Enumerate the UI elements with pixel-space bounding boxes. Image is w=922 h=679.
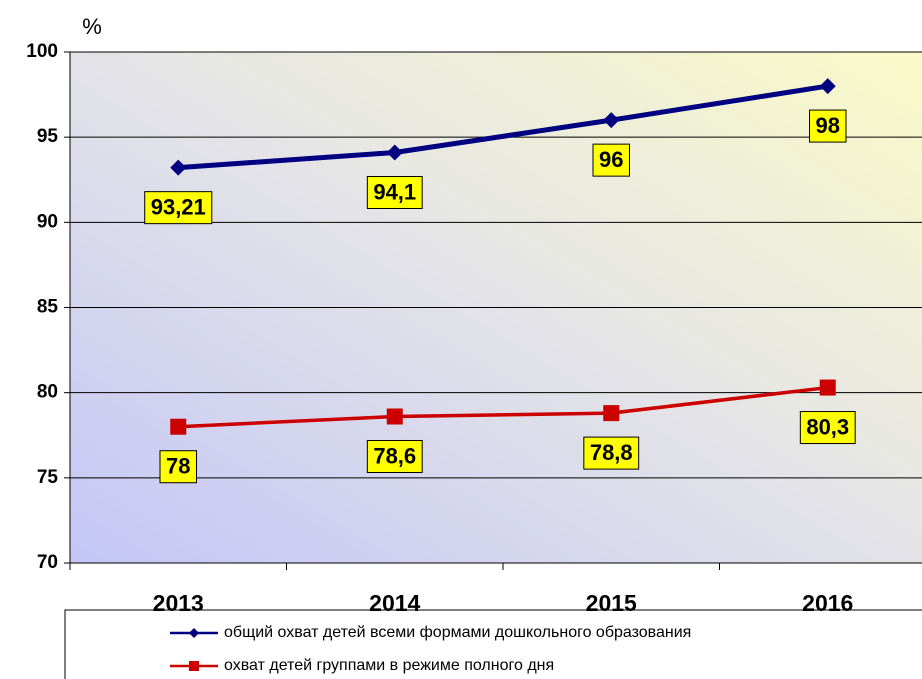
series-line bbox=[178, 83, 829, 171]
legend-marker bbox=[189, 628, 199, 638]
data-label-box bbox=[366, 440, 423, 474]
y-axis-label: % bbox=[82, 14, 102, 39]
legend-marker bbox=[189, 661, 199, 671]
marker bbox=[170, 159, 187, 176]
data-label: 94,1 bbox=[373, 179, 416, 204]
marker bbox=[386, 144, 403, 161]
series-line bbox=[178, 385, 828, 429]
y-tick-label: 80 bbox=[37, 382, 58, 403]
data-label: 96 bbox=[599, 147, 623, 172]
x-tick-label: 2014 bbox=[369, 590, 420, 616]
data-label-box bbox=[799, 411, 856, 445]
data-label: 78 bbox=[166, 454, 190, 479]
marker bbox=[386, 408, 403, 425]
data-label: 98 bbox=[816, 113, 840, 138]
y-tick-label: 70 bbox=[37, 552, 58, 573]
marker bbox=[819, 379, 836, 396]
y-tick-label: 90 bbox=[37, 211, 58, 232]
x-tick-label: 2016 bbox=[802, 590, 853, 616]
marker bbox=[603, 112, 620, 129]
data-label-box bbox=[366, 175, 423, 209]
x-tick-label: 2015 bbox=[586, 590, 637, 616]
x-tick-label: 2013 bbox=[153, 590, 204, 616]
y-tick-label: 75 bbox=[37, 467, 59, 488]
data-label-box bbox=[583, 436, 640, 470]
legend-label: общий охват детей всеми формами дошкольн… bbox=[224, 624, 691, 641]
marker bbox=[819, 78, 836, 95]
data-label: 80,3 bbox=[806, 414, 849, 439]
data-label-box bbox=[592, 143, 630, 177]
legend bbox=[64, 609, 922, 679]
y-tick-label: 100 bbox=[26, 41, 58, 62]
data-label: 93,21 bbox=[151, 194, 206, 219]
data-label-box bbox=[159, 450, 197, 484]
data-label-box bbox=[809, 109, 847, 143]
y-tick-label: 85 bbox=[37, 297, 59, 318]
data-label-box bbox=[144, 191, 213, 225]
legend-label: охват детей группами в режиме полного дн… bbox=[224, 657, 554, 674]
y-tick-label: 95 bbox=[37, 126, 59, 147]
data-label: 78,8 bbox=[590, 440, 633, 465]
marker bbox=[170, 418, 187, 435]
marker bbox=[603, 405, 620, 422]
data-label: 78,6 bbox=[373, 443, 416, 468]
